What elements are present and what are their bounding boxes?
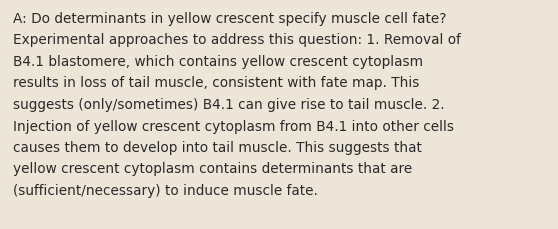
Text: suggests (only/sometimes) B4.1 can give rise to tail muscle. 2.: suggests (only/sometimes) B4.1 can give … [13, 98, 445, 112]
Text: A: Do determinants in yellow crescent specify muscle cell fate?: A: Do determinants in yellow crescent sp… [13, 12, 446, 26]
Text: results in loss of tail muscle, consistent with fate map. This: results in loss of tail muscle, consiste… [13, 76, 420, 90]
Text: B4.1 blastomere, which contains yellow crescent cytoplasm: B4.1 blastomere, which contains yellow c… [13, 55, 423, 69]
Text: Experimental approaches to address this question: 1. Removal of: Experimental approaches to address this … [13, 33, 461, 47]
Text: (sufficient/necessary) to induce muscle fate.: (sufficient/necessary) to induce muscle … [13, 183, 318, 197]
Text: yellow crescent cytoplasm contains determinants that are: yellow crescent cytoplasm contains deter… [13, 162, 412, 176]
Text: Injection of yellow crescent cytoplasm from B4.1 into other cells: Injection of yellow crescent cytoplasm f… [13, 119, 454, 133]
Text: causes them to develop into tail muscle. This suggests that: causes them to develop into tail muscle.… [13, 140, 422, 154]
